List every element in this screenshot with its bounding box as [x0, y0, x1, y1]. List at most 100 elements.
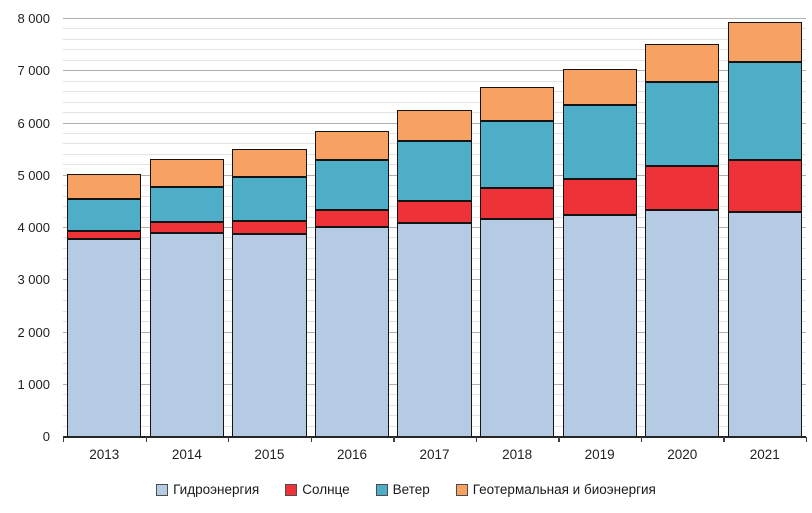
bar-category-2017 — [393, 19, 476, 437]
bar-segment — [314, 130, 390, 161]
bar-segment — [67, 173, 142, 199]
x-axis-label: 2015 — [254, 447, 285, 462]
bar-segment — [232, 233, 307, 437]
bar-segment — [727, 21, 802, 62]
legend-swatch-icon — [285, 483, 298, 496]
bar-segment — [562, 215, 637, 437]
x-axis-labels: 2013 2014 2015 2016 2017 2018 2019 2020 2021 — [63, 447, 806, 462]
bar-category-2019 — [558, 19, 641, 437]
bar-segment — [232, 176, 307, 221]
bar-category-2014 — [146, 19, 229, 437]
legend-swatch-icon — [455, 483, 468, 496]
bar-segment — [149, 233, 224, 437]
bar-segment — [727, 212, 802, 437]
bar-segment — [727, 61, 802, 160]
major-gridline — [63, 18, 806, 19]
x-axis-label: 2017 — [419, 447, 450, 462]
bar-segment — [645, 165, 720, 211]
bar-segment — [479, 218, 555, 437]
minor-gridline — [63, 49, 806, 51]
bar-segment — [149, 187, 224, 223]
bar-segment — [149, 159, 224, 188]
bar-segment — [67, 238, 142, 437]
legend-item: Геотермальная и биоэнергия — [455, 482, 656, 497]
x-axis-tick — [63, 437, 65, 442]
bar-segment — [67, 198, 142, 232]
bar-segment — [645, 210, 720, 437]
bar-segment — [232, 148, 307, 177]
bar-segment — [397, 223, 472, 437]
bar-segment — [479, 188, 555, 219]
minor-gridline — [63, 59, 806, 61]
legend-item: Ветер — [375, 482, 430, 497]
x-axis-tick — [806, 437, 808, 442]
bar-segment — [645, 81, 720, 166]
minor-gridline — [63, 80, 806, 82]
x-axis-label: 2020 — [667, 447, 698, 462]
bar-category-2013 — [63, 19, 146, 437]
minor-gridline — [63, 38, 806, 40]
x-axis-label: 2013 — [89, 447, 120, 462]
bar-category-2020 — [641, 19, 724, 437]
bar-segment — [149, 222, 224, 234]
bar-segment — [397, 200, 472, 224]
bar-segment — [232, 220, 307, 234]
bar-segment — [562, 69, 637, 106]
plot-area — [63, 18, 806, 437]
bar-category-2015 — [228, 19, 311, 437]
bar-segment — [479, 120, 555, 189]
y-axis-tick-label: 3 000 — [17, 272, 50, 288]
y-axis-tick-label: 2 000 — [17, 324, 50, 340]
y-axis-tick-label: 4 000 — [17, 220, 50, 235]
x-axis-line — [63, 436, 806, 438]
x-axis-label: 2014 — [171, 447, 202, 462]
bar-segment — [397, 109, 472, 141]
legend-label: Ветер — [392, 482, 430, 497]
y-axis-tick-label: 8 000 — [17, 11, 50, 26]
legend-label: Гидроэнергия — [173, 482, 260, 497]
minor-gridline — [63, 91, 806, 93]
x-axis-label: 2019 — [584, 447, 615, 462]
x-axis-tick — [228, 437, 230, 442]
y-axis-tick-label: 5 000 — [17, 167, 50, 183]
legend-label: Геотермальная и биоэнергия — [472, 482, 656, 497]
bar-segment — [397, 140, 472, 201]
bar-segment — [67, 231, 142, 239]
x-axis-tick — [310, 437, 312, 442]
y-axis-tick-label: 6 000 — [17, 115, 50, 131]
x-axis-tick — [558, 437, 560, 442]
bar-segment — [479, 87, 555, 121]
legend-swatch-icon — [156, 483, 169, 496]
bar-segment — [645, 44, 720, 82]
bar-segment — [314, 160, 390, 211]
bars-container — [63, 19, 806, 437]
x-axis-tick — [145, 437, 147, 442]
legend-item: Солнце — [285, 482, 350, 497]
x-axis-label: 2016 — [336, 447, 367, 462]
minor-gridline — [63, 101, 806, 103]
bar-segment — [314, 210, 390, 227]
x-axis-tick — [723, 437, 725, 442]
bar-segment — [314, 226, 390, 437]
major-gridline — [63, 70, 806, 72]
y-axis-tick-label: 0 — [42, 429, 50, 444]
legend-label: Солнце — [302, 482, 350, 497]
y-axis-tick-label: 7 000 — [17, 63, 50, 79]
bar-category-2018 — [476, 19, 559, 437]
bar-category-2021 — [724, 19, 807, 437]
legend-item: Гидроэнергия — [156, 482, 259, 497]
legend-swatch-icon — [375, 483, 388, 496]
bar-segment — [562, 179, 637, 216]
bar-segment — [562, 105, 637, 180]
minor-gridline — [63, 28, 806, 30]
x-axis-label: 2018 — [502, 447, 533, 462]
bar-segment — [727, 159, 802, 213]
x-axis-tick — [393, 437, 395, 442]
x-axis-tick — [640, 437, 643, 442]
bar-category-2016 — [311, 19, 394, 437]
x-axis-label: 2021 — [749, 447, 780, 462]
y-axis-tick-label: 1 000 — [17, 376, 50, 392]
legend: Гидроэнергия Солнце Ветер Геотермальная и б… — [0, 482, 812, 497]
x-axis-tick — [475, 437, 478, 442]
